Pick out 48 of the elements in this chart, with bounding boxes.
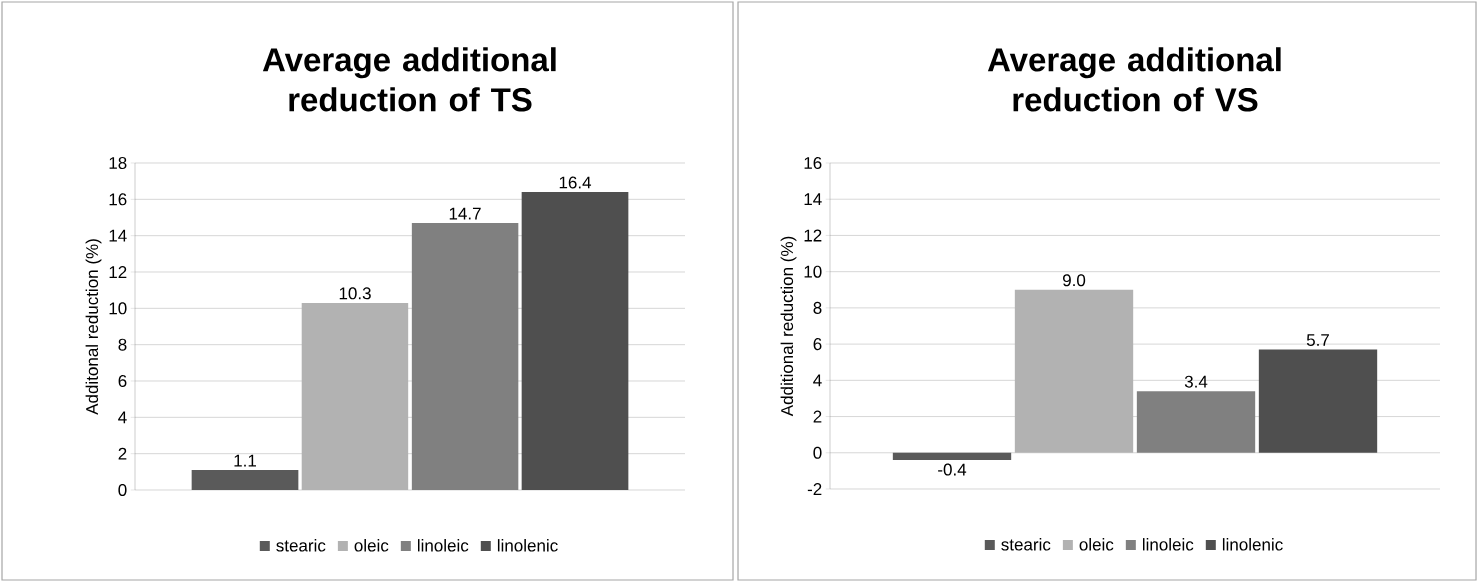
legend-label: linoleic [1142,538,1194,551]
bar [1014,289,1134,453]
data-label: 1.1 [234,454,256,467]
bar [191,470,299,490]
y-tick-label: 18 [109,156,127,170]
legend-label: oleic [1079,538,1114,551]
y-tick-label: 8 [813,301,822,314]
y-tick-label: 2 [813,410,822,423]
bar [411,222,519,490]
y-tick-label: 0 [118,483,127,497]
legend-label: oleic [354,539,389,552]
data-label: 10.3 [339,287,371,300]
legend-label: stearic [276,539,326,552]
y-tick-label: 16 [109,193,127,206]
data-label: 3.4 [1184,375,1208,388]
data-label: 9.0 [1062,274,1086,287]
y-tick-label: 16 [804,156,822,170]
data-label: -0.4 [938,463,967,476]
y-tick-label: 4 [813,374,822,387]
chart-title: Average additional reduction of TS [262,47,556,112]
data-label: 5.7 [1306,334,1329,347]
legend-label: linolenic [497,539,558,552]
y-axis-title: Additonal reduction (%) [85,239,102,415]
bar [1258,349,1378,453]
y-tick-label: 8 [118,338,127,351]
y-tick-label: 6 [813,338,822,351]
y-tick-label: 6 [118,374,127,388]
data-label: 14.7 [449,207,481,220]
legend-label: linolenic [1222,538,1283,551]
y-tick-label: 0 [813,446,822,459]
y-tick-label: 10 [804,265,822,278]
y-tick-label: 10 [109,302,127,315]
y-tick-label: 2 [118,447,127,460]
data-label: 16.4 [559,176,592,189]
y-tick-label: -2 [807,483,822,495]
bar [301,302,409,490]
chart-title: Average additional reduction of VS [987,47,1281,112]
bar [521,192,629,490]
y-tick-label: 14 [804,193,822,206]
bar [1136,391,1256,453]
y-tick-label: 4 [118,411,127,424]
bar [892,452,1012,461]
y-tick-label: 12 [109,266,127,278]
legend-label: stearic [1001,538,1051,551]
y-tick-label: 14 [109,229,127,242]
y-tick-label: 12 [804,229,822,242]
y-axis-title: Additional reduction (%) [780,236,797,417]
legend-label: linoleic [417,539,469,552]
